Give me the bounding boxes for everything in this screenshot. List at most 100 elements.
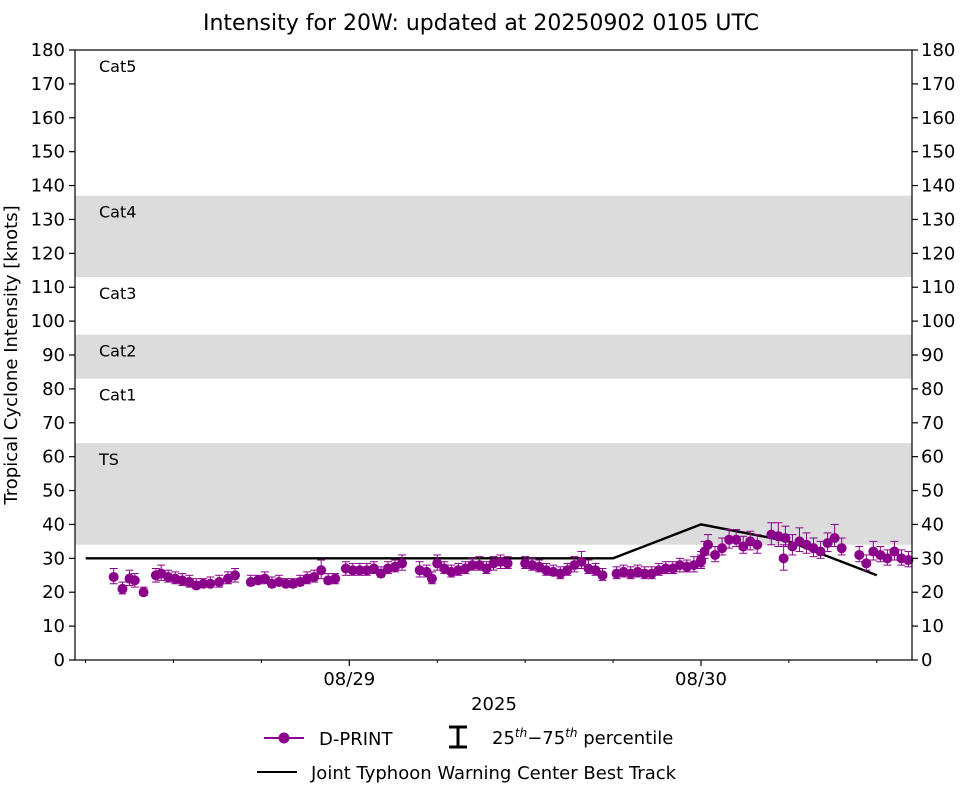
plot-frame <box>74 49 913 661</box>
dprint-marker <box>117 583 128 594</box>
dprint-point <box>576 551 587 569</box>
dprint-point <box>903 551 914 568</box>
dprint-marker <box>347 565 358 576</box>
chart-legend: D-PRINT 25th−75th percentile Joint Typho… <box>257 725 677 784</box>
y-tick-label-left: 40 <box>42 514 65 535</box>
dprint-marker <box>230 570 241 581</box>
dprint-point <box>138 586 149 598</box>
dprint-marker <box>703 539 714 550</box>
dprint-marker <box>861 558 872 569</box>
dprint-point <box>778 544 789 571</box>
legend-percentile-sup2: th <box>565 726 577 740</box>
dprint-marker <box>576 556 587 567</box>
dprint-marker <box>205 578 216 589</box>
legend-percentile-icon <box>449 725 467 749</box>
dprint-marker <box>829 533 840 543</box>
y-tick-label-left: 80 <box>42 379 65 400</box>
legend-best-track-label: Joint Typhoon Warning Center Best Track <box>310 763 677 784</box>
y-tick-label-left: 120 <box>31 243 65 264</box>
dprint-marker <box>502 558 513 569</box>
dprint-point <box>854 545 865 563</box>
dprint-marker <box>198 578 209 589</box>
dprint-marker <box>710 549 721 560</box>
band-label-ts: TS <box>98 450 119 469</box>
y-tick-label-left: 110 <box>31 277 65 298</box>
dprint-points <box>108 522 914 598</box>
dprint-point <box>156 564 167 581</box>
dprint-point <box>787 534 798 556</box>
dprint-marker <box>717 543 728 554</box>
dprint-point <box>724 529 735 549</box>
dprint-marker <box>854 549 865 560</box>
band-label-cat3: Cat3 <box>99 284 136 303</box>
dprint-marker <box>889 546 900 557</box>
y-tick-label-right: 180 <box>921 40 955 61</box>
y-tick-label-right: 100 <box>921 311 955 332</box>
y-tick-label-left: 140 <box>31 176 65 197</box>
dprint-point <box>214 574 225 588</box>
dprint-point <box>632 564 643 578</box>
dprint-marker <box>354 565 365 576</box>
band-ts <box>75 443 912 545</box>
dprint-point <box>882 549 893 566</box>
y-tick-label-left: 70 <box>42 413 65 434</box>
dprint-marker <box>214 577 225 588</box>
dprint-point <box>703 534 714 556</box>
dprint-marker <box>467 560 478 571</box>
legend-dprint-marker <box>278 732 290 744</box>
dprint-marker <box>281 578 292 589</box>
dprint-point <box>752 534 763 554</box>
y-tick-label-right: 160 <box>921 108 955 129</box>
y-tick-label-right: 140 <box>921 176 955 197</box>
dprint-point <box>230 568 241 583</box>
dprint-marker <box>822 538 833 549</box>
dprint-marker <box>882 553 893 564</box>
dprint-point <box>562 562 573 576</box>
y-tick-label-right: 110 <box>921 277 955 298</box>
dprint-marker <box>590 565 601 576</box>
dprint-marker <box>562 565 573 576</box>
legend-percentile-mid: −75 <box>527 728 565 749</box>
y-axis-label: Tropical Cyclone Intensity [knots] <box>1 205 22 505</box>
category-bands: TS Cat1 Cat2 Cat3 Cat4 Cat5 <box>75 57 912 545</box>
dprint-marker <box>129 575 140 586</box>
y-tick-label-left: 50 <box>42 481 65 502</box>
dprint-point <box>583 559 594 575</box>
dprint-marker <box>309 571 320 582</box>
y-tick-label-left: 30 <box>42 548 65 569</box>
dprint-marker <box>724 534 735 545</box>
dprint-point <box>205 576 216 589</box>
legend-percentile-base1: 25 <box>492 728 515 749</box>
dprint-marker <box>138 587 149 598</box>
dprint-point <box>129 573 140 588</box>
dprint-marker <box>259 573 270 584</box>
legend-percentile-label: 25th−75th percentile <box>492 726 673 749</box>
y-tick-label-right: 130 <box>921 209 955 230</box>
dprint-marker <box>368 563 379 574</box>
y-tick-label-right: 90 <box>921 345 944 366</box>
y-tick-label-right: 150 <box>921 142 955 163</box>
dprint-point <box>281 578 292 589</box>
dprint-point <box>330 573 341 585</box>
axis-ticks: 0 0 10 10 20 20 30 30 40 40 50 50 60 60 70 70 80 80 90 90 10… <box>31 40 956 690</box>
dprint-marker <box>639 568 650 579</box>
dprint-marker <box>903 555 914 566</box>
y-tick-label-right: 20 <box>921 582 944 603</box>
y-tick-label-left: 130 <box>31 209 65 230</box>
dprint-point <box>738 535 749 554</box>
y-tick-label-right: 0 <box>921 650 932 671</box>
x-tick-label: 08/29 <box>323 669 375 690</box>
dprint-point <box>108 568 119 585</box>
dprint-point <box>639 566 650 580</box>
band-label-cat1: Cat1 <box>99 386 136 405</box>
dprint-marker <box>330 573 341 584</box>
dprint-marker <box>375 568 386 579</box>
band-label-cat4: Cat4 <box>99 203 136 222</box>
legend-percentile-sup1: th <box>515 726 527 740</box>
dprint-point <box>590 562 601 576</box>
y-tick-label-left: 180 <box>31 40 65 61</box>
band-label-cat2: Cat2 <box>99 342 136 361</box>
dprint-point <box>861 554 872 571</box>
dprint-point <box>426 571 437 585</box>
